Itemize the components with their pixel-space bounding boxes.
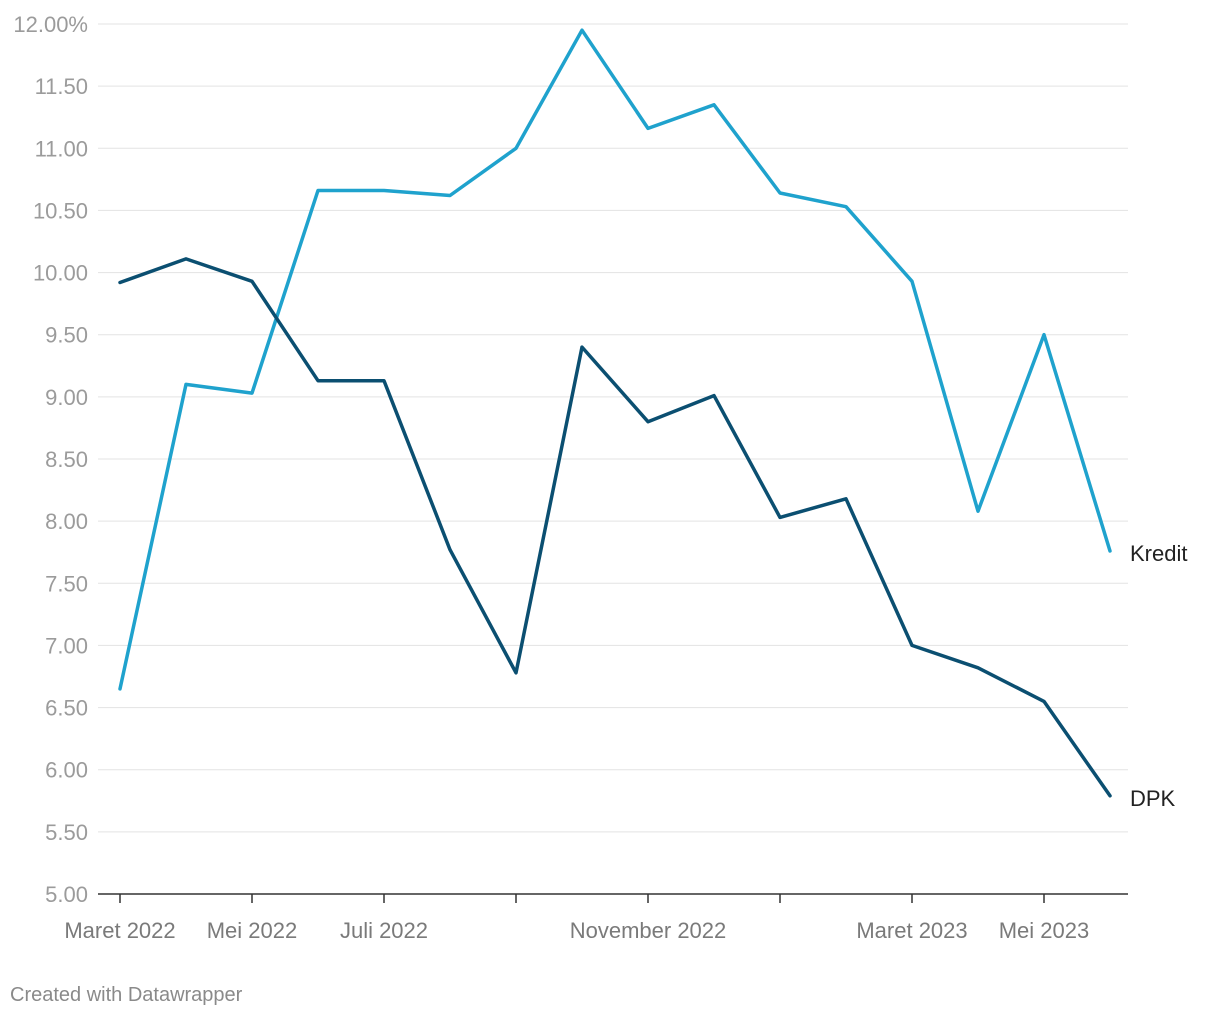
gridlines xyxy=(98,23,1128,895)
y-tick-label: 7.00 xyxy=(45,633,88,658)
series-line-kredit xyxy=(118,28,1112,691)
series-labels: Kredit DPK xyxy=(1130,541,1187,811)
series-line-dpk xyxy=(118,257,1112,798)
y-tick-label: 12.00% xyxy=(13,12,88,37)
y-tick-label: 7.50 xyxy=(45,571,88,596)
y-tick-label: 9.00 xyxy=(45,385,88,410)
x-tick-label: Maret 2023 xyxy=(856,918,967,943)
x-tick-label: Maret 2022 xyxy=(64,918,175,943)
y-axis-ticks: 12.00% 11.50 11.00 10.50 10.00 9.50 9.00 8.50 8.… xyxy=(13,12,88,907)
x-tick-label: Juli 2022 xyxy=(340,918,428,943)
y-tick-label: 5.50 xyxy=(45,820,88,845)
y-tick-label: 6.50 xyxy=(45,696,88,721)
y-tick-label: 10.00 xyxy=(33,261,88,286)
y-tick-label: 8.50 xyxy=(45,447,88,472)
series-lines xyxy=(118,28,1112,798)
x-tick-label: Mei 2022 xyxy=(207,918,298,943)
y-tick-label: 10.50 xyxy=(33,198,88,223)
credit-text: Created with Datawrapper xyxy=(10,984,243,1006)
x-axis-ticks: Maret 2022 Mei 2022 Juli 2022 November 2022… xyxy=(64,894,1089,943)
x-tick-label: November 2022 xyxy=(570,918,727,943)
line-chart: 12.00% 11.50 11.00 10.50 10.00 9.50 9.00 8.50 8.… xyxy=(13,12,1187,943)
y-tick-label: 9.50 xyxy=(45,323,88,348)
y-tick-label: 6.00 xyxy=(45,758,88,783)
series-label-dpk: DPK xyxy=(1130,786,1176,811)
y-tick-label: 5.00 xyxy=(45,882,88,907)
x-tick-label: Mei 2023 xyxy=(999,918,1090,943)
y-tick-label: 11.50 xyxy=(35,74,88,99)
series-label-kredit: Kredit xyxy=(1130,541,1187,566)
y-tick-label: 11.00 xyxy=(35,136,88,161)
y-tick-label: 8.00 xyxy=(45,509,88,534)
